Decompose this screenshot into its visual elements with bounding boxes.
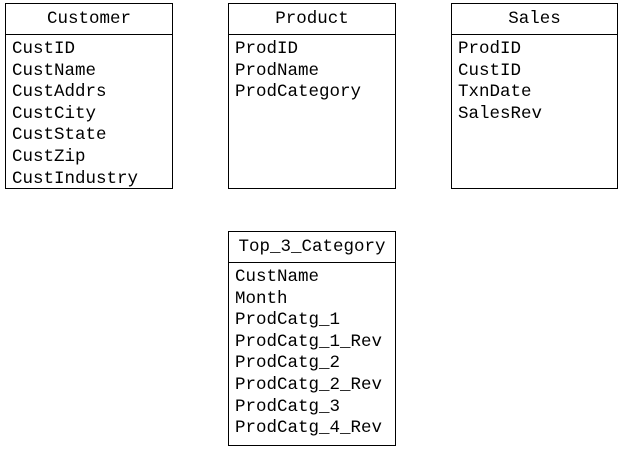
entity-title: Product [229,4,395,35]
entity-product: Product ProdID ProdName ProdCategory [228,3,396,189]
entity-field: CustIndustry [12,168,139,189]
entity-field: CustID [458,60,522,81]
entity-field: ProdCatg_1_Rev [235,331,383,352]
entity-title: Sales [452,4,617,35]
entity-field: CustCity [12,103,97,124]
entity-title: Top_3_Category [229,232,395,263]
entity-sales: Sales ProdID CustID TxnDate SalesRev [451,3,618,189]
field-list: CustID CustName CustAddrs CustCity CustState… [6,35,172,190]
entity-title: Customer [6,4,172,35]
entity-field: ProdCategory [235,82,362,103]
entity-field: ProdCatg_1 [235,310,341,331]
field-list: ProdID ProdName ProdCategory [229,35,395,104]
entity-field: Month [235,288,288,309]
field-list: CustName Month ProdCatg_1 ProdCatg_1_Rev Pro… [229,263,395,440]
entity-field: ProdCatg_4_Rev [235,418,383,439]
entity-field: ProdCatg_2 [235,353,341,374]
entity-field: ProdCatg_3 [235,396,341,417]
entity-field: CustName [12,60,97,81]
entity-field: SalesRev [458,103,543,124]
entity-top-3-category: Top_3_Category CustName Month ProdCatg_1 Pr… [228,231,396,446]
entity-field: CustID [12,39,76,59]
entity-field: ProdID [235,39,299,59]
entity-field: CustZip [12,146,86,167]
entity-field: CustName [235,267,320,287]
entity-field: ProdCatg_2_Rev [235,374,383,395]
field-list: ProdID CustID TxnDate SalesRev [452,35,617,125]
entity-field: CustState [12,125,107,146]
entity-field: TxnDate [458,82,532,103]
entity-field: CustAddrs [12,82,107,103]
entity-customer: Customer CustID CustName CustAddrs CustCity… [5,3,173,189]
entity-field: ProdID [458,39,522,59]
entity-field: ProdName [235,60,320,81]
